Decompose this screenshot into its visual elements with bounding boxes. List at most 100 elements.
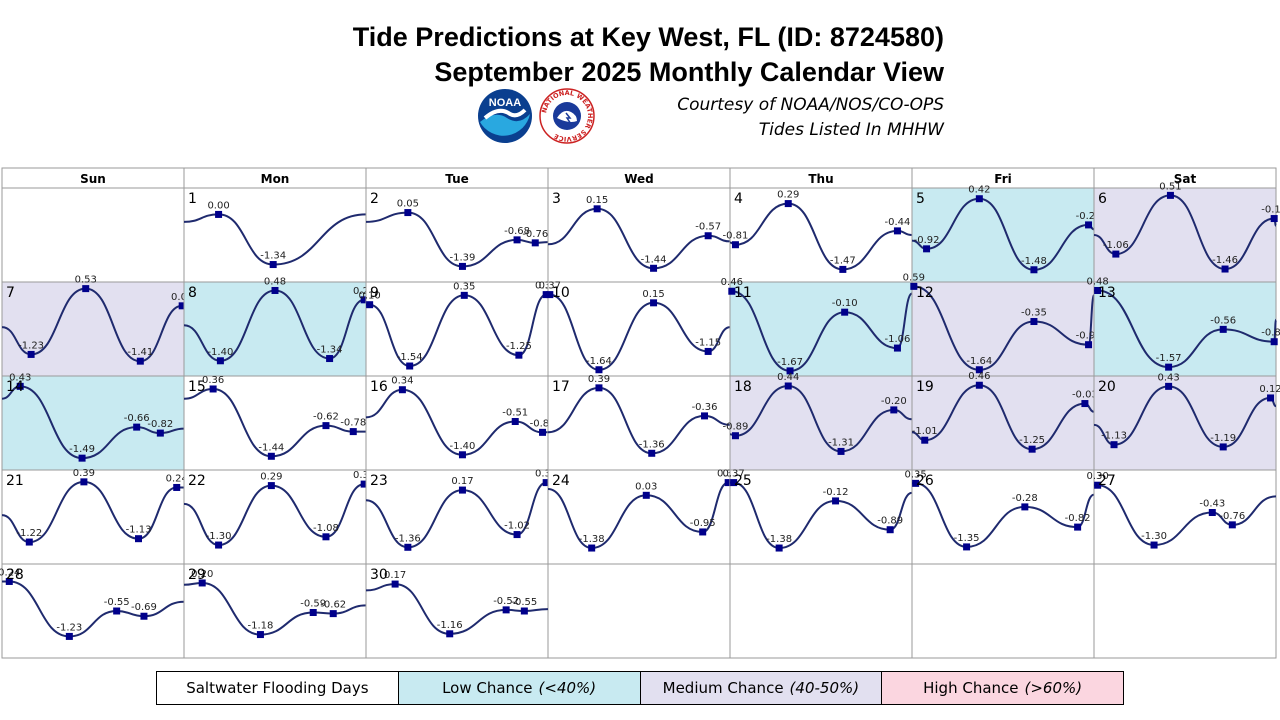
tide-marker <box>458 486 466 494</box>
tide-value-label: -0.82 <box>1065 513 1091 524</box>
tide-value-label: -0.55 <box>104 597 130 608</box>
tide-marker <box>588 544 596 552</box>
tide-marker <box>406 362 414 370</box>
tide-value-label: -1.49 <box>69 444 95 455</box>
day-background <box>547 281 731 377</box>
tide-value-label: -0.62 <box>320 600 346 611</box>
tide-marker <box>1219 325 1227 333</box>
day-background <box>1 281 185 377</box>
tide-value-label: -0.92 <box>914 235 940 246</box>
tide-marker <box>1166 191 1174 199</box>
tide-marker <box>136 357 144 365</box>
tide-marker <box>642 491 650 499</box>
day-number: 11 <box>734 285 752 301</box>
tide-marker <box>542 291 550 299</box>
tide-marker <box>173 483 181 491</box>
tide-value-label: -0.82 <box>147 419 173 430</box>
tide-value-label: -1.02 <box>504 521 530 532</box>
day-cell-14: 0.43 -1.49 -0.66-0.82 14 <box>1 372 185 471</box>
day-number: 8 <box>188 285 197 301</box>
tide-value-label: 0.44 <box>777 372 799 383</box>
tide-value-label: -1.46 <box>1212 255 1238 266</box>
tide-value-label: 0.05 <box>397 199 419 210</box>
tide-marker <box>886 526 894 534</box>
tide-value-label: 0.30 <box>1087 471 1109 482</box>
tide-marker <box>1021 503 1029 511</box>
day-cell-28: 0.24 -1.23 -0.55 -0.69 28 <box>0 563 185 659</box>
day-number: 27 <box>1098 473 1116 489</box>
tide-marker <box>326 355 334 363</box>
tide-value-label: -1.30 <box>1141 531 1167 542</box>
tide-marker <box>135 535 142 543</box>
tide-value-label: 0.24 <box>0 567 20 578</box>
tide-marker <box>404 209 412 217</box>
tide-marker <box>1110 441 1118 449</box>
tide-marker <box>975 381 983 389</box>
tide-curve <box>183 213 367 266</box>
tide-marker <box>975 195 983 203</box>
tide-value-label: -0.10 <box>832 298 858 309</box>
tide-value-label: -1.34 <box>317 345 343 356</box>
tide-marker <box>1094 286 1102 294</box>
tide-marker <box>271 286 279 294</box>
day-number: 17 <box>552 379 570 395</box>
tide-value-label: -1.25 <box>506 341 532 352</box>
datum-note: Tides Listed In MHHW <box>758 120 944 140</box>
day-number: 1 <box>188 191 197 207</box>
tide-value-label: -0.12 <box>823 487 849 498</box>
tide-marker <box>215 541 223 549</box>
day-cell-13: 0.48 -1.57 -0.56 -0.89 13 <box>1087 276 1280 377</box>
tide-curve <box>547 207 731 270</box>
weekday-label: Fri <box>994 172 1011 186</box>
tide-value-label: -1.39 <box>450 252 476 263</box>
tide-value-label: 0.35 <box>453 281 475 292</box>
day-number: 3 <box>552 191 561 207</box>
day-cell-12: 0.59 -1.64 -0.35 -0.97 12 <box>903 272 1101 377</box>
tide-marker <box>542 479 550 487</box>
tide-marker <box>910 282 918 290</box>
tide-marker <box>513 236 521 244</box>
tide-marker <box>1074 523 1082 531</box>
tide-value-label: 0.43 <box>9 372 31 383</box>
tide-marker <box>360 480 368 488</box>
day-number: 6 <box>1098 191 1107 207</box>
day-background <box>1 469 185 565</box>
day-number: 25 <box>734 473 752 489</box>
tide-marker <box>837 447 845 455</box>
tide-value-label: -0.62 <box>313 412 339 423</box>
tide-value-label: 0.00 <box>207 200 229 211</box>
tide-value-label: -1.38 <box>766 534 792 545</box>
weekday-label: Mon <box>261 172 290 186</box>
tide-marker <box>704 232 712 240</box>
tide-marker <box>216 357 224 365</box>
tide-marker <box>458 262 466 270</box>
tide-value-label: 0.17 <box>384 570 406 581</box>
day-background <box>729 375 913 471</box>
tide-marker <box>912 479 920 487</box>
tide-value-label: 0.51 <box>1159 181 1181 192</box>
day-cell-3: 0.15 -1.44 -0.57 3 <box>547 187 731 283</box>
calendar-cell <box>1 187 185 283</box>
tide-value-label: -1.15 <box>695 337 721 348</box>
tide-marker <box>27 350 35 358</box>
tide-marker <box>460 291 468 299</box>
tide-marker <box>784 382 792 390</box>
weekday-label: Thu <box>808 172 833 186</box>
tide-marker <box>25 538 33 546</box>
tide-value-label: 0.37 <box>535 281 557 292</box>
day-background <box>547 469 731 565</box>
tide-marker <box>1270 338 1278 346</box>
tide-marker <box>1165 363 1173 371</box>
day-background <box>1093 187 1277 283</box>
tide-marker <box>730 479 738 487</box>
tide-marker <box>502 606 510 614</box>
tide-marker <box>975 366 983 374</box>
tide-value-label: -0.69 <box>131 602 157 613</box>
tide-value-label: 0.07 <box>171 292 193 303</box>
day-cell-30: 0.17 -1.16 -0.52-0.55 30 <box>365 563 549 659</box>
tide-calendar: Sun Mon Tue Wed Thu Fri Sat 0.00 -1.34 1 0.05 -1.39… <box>0 167 1280 659</box>
tide-value-label: 0.03 <box>635 481 657 492</box>
tide-value-label: -0.52 <box>493 596 519 607</box>
tide-value-label: -1.19 <box>1210 433 1236 444</box>
tide-value-label: -1.13 <box>1101 431 1127 442</box>
